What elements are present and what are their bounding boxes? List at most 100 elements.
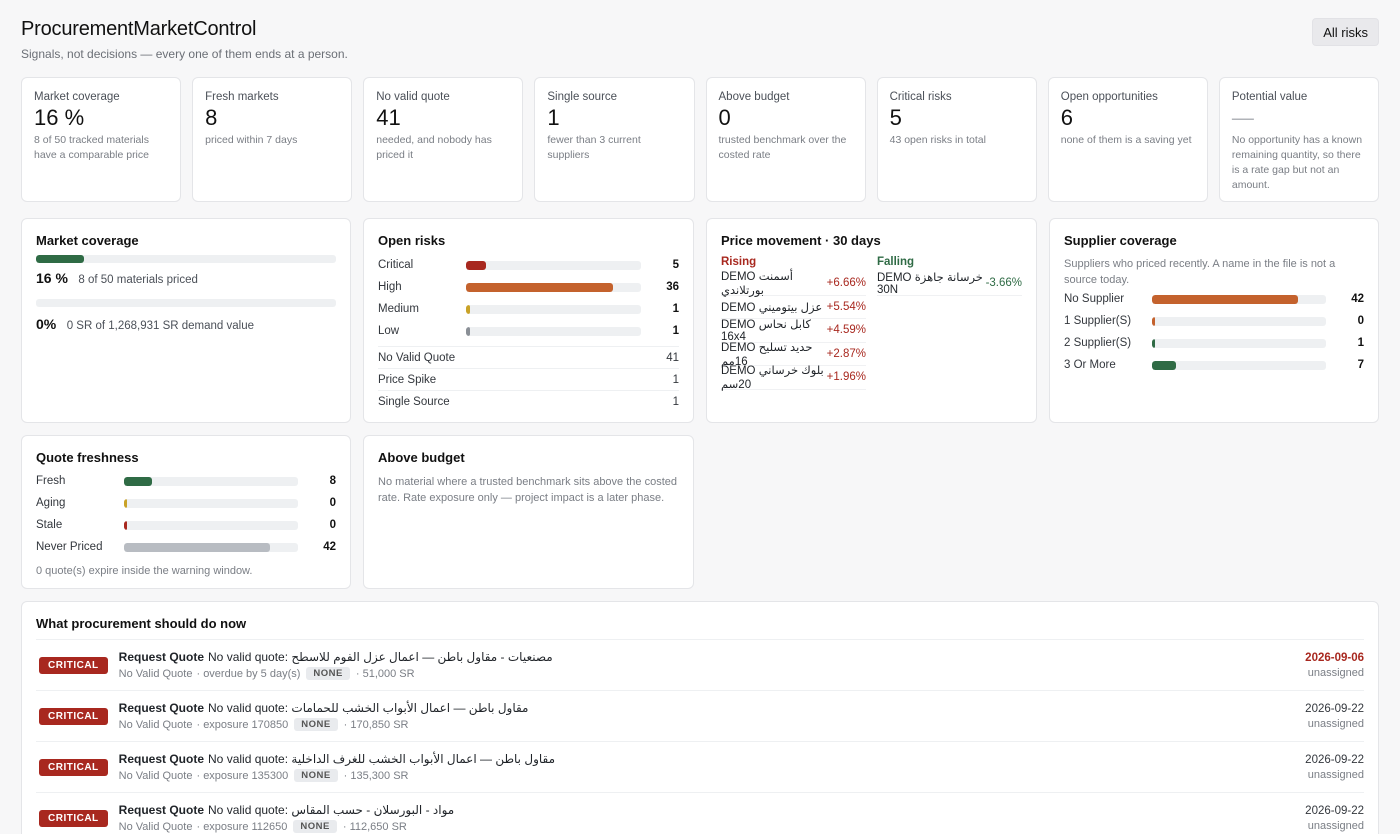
risk-type-row[interactable]: No Valid Quote 41 — [378, 346, 679, 368]
action-main: Request Quote No valid quote: مقاول باطن … — [119, 701, 1306, 731]
action-row[interactable]: CRITICAL Request Quote No valid quote: مقا… — [36, 741, 1364, 792]
action-meta: No Valid Quote · overdue by 5 day(s) NONE ·… — [119, 667, 1306, 680]
price-movement-row[interactable]: DEMO بلوك خرساني 20سم +1.96% — [721, 365, 866, 391]
price-change-pct: +5.54% — [826, 300, 866, 313]
action-name[interactable]: Request Quote — [118, 650, 205, 664]
bar-row: Never Priced 42 — [36, 536, 336, 558]
bar-value: 1 — [672, 325, 679, 337]
price-change-pct: +1.96% — [826, 371, 866, 384]
bar-fill — [466, 282, 613, 292]
falling-list: DEMO خرسانة جاهزة 30N -3.66% — [877, 272, 1022, 296]
kpi-card-no-valid-quote: No valid quote 41 needed, and nobody has… — [363, 77, 524, 202]
rising-column: Rising DEMO أسمنت بورتلاندي +6.66% DEMO عز… — [721, 256, 866, 391]
kpi-card-single-source: Single source 1 fewer than 3 current sup… — [534, 77, 695, 202]
rising-list: DEMO أسمنت بورتلاندي +6.66% DEMO عزل بيتوم… — [721, 271, 866, 391]
risk-type-row[interactable]: Price Spike 1 — [378, 368, 679, 390]
bar-fill — [124, 476, 152, 486]
action-row[interactable]: CRITICAL Request Quote No valid quote: مصن… — [36, 639, 1364, 690]
action-line: Request Quote No valid quote: مواد - البو… — [119, 803, 1306, 817]
risk-type: No Valid Quote — [118, 718, 193, 731]
risk-type-label: Single Source — [378, 395, 450, 408]
severity-badge: CRITICAL — [39, 809, 108, 827]
risk-severity-list: Critical 5 High 36 Medium 1 Low 1 — [378, 254, 679, 342]
bar-label: No Supplier — [1064, 293, 1125, 305]
risk-type-count: 41 — [666, 351, 679, 364]
action-meta: No Valid Quote · exposure 112650 NONE · 112… — [119, 820, 1306, 833]
risk-detail: · overdue by 5 day(s) — [196, 667, 301, 680]
exposure-amount: · 51,000 SR — [355, 667, 415, 680]
bar-value: 42 — [323, 541, 336, 553]
bar-value: 36 — [666, 281, 679, 293]
bar-track — [466, 260, 641, 270]
bar-label: Medium — [378, 303, 419, 315]
kpi-row: Market coverage 16 % 8 of 50 tracked mat… — [21, 77, 1379, 202]
supplier-chip: NONE — [306, 667, 350, 680]
kpi-card-market-coverage: Market coverage 16 % 8 of 50 tracked mat… — [21, 77, 182, 202]
bar-track — [1152, 360, 1326, 370]
price-movement-row[interactable]: DEMO كابل نحاس 16x4 +4.59% — [721, 319, 866, 343]
market-coverage-card: Market coverage 16 % 16 % 8 of 50 materi… — [21, 218, 351, 423]
demand-coverage-bar — [36, 299, 336, 307]
materials-coverage-sub: 8 of 50 materials priced — [78, 274, 198, 286]
action-name[interactable]: Request Quote — [118, 701, 205, 715]
assignee[interactable]: unassigned — [1307, 666, 1364, 679]
price-movement-row[interactable]: DEMO أسمنت بورتلاندي +6.66% — [721, 271, 866, 297]
assignee[interactable]: unassigned — [1307, 819, 1364, 832]
kpi-label: No valid quote — [376, 91, 450, 103]
action-description: No valid quote: مقاول باطن — اعمال الأبو… — [208, 701, 529, 715]
bar-fill — [124, 498, 128, 508]
action-description: No valid quote: مقاول باطن — اعمال الأبو… — [208, 752, 556, 766]
price-movement-row[interactable]: DEMO حديد تسليح 16مم +2.87% — [721, 341, 866, 368]
kpi-value: 41 — [376, 105, 401, 130]
action-row[interactable]: CRITICAL Request Quote No valid quote: مقا… — [36, 690, 1364, 741]
action-name[interactable]: Request Quote — [118, 752, 205, 766]
bar-label: 3 Or More — [1064, 359, 1116, 371]
material-name: DEMO عزل بيتوميني — [721, 301, 823, 314]
demand-coverage-pct: 0% — [36, 316, 57, 332]
action-right: 2026-09-06 unassigned — [1305, 652, 1364, 679]
action-name[interactable]: Request Quote — [118, 803, 205, 817]
materials-coverage-fill — [36, 255, 84, 263]
price-movement-row[interactable]: DEMO خرسانة جاهزة 30N -3.66% — [877, 272, 1022, 296]
kpi-card-critical-risks: Critical risks 5 43 open risks in total — [876, 77, 1037, 202]
bar-value: 1 — [1357, 337, 1364, 349]
card-title: Supplier coverage — [1064, 233, 1177, 248]
bar-row: 1 Supplier(S) 0 — [1064, 310, 1364, 332]
all-risks-button[interactable]: All risks — [1312, 18, 1379, 46]
kpi-card-above-budget: Above budget 0 trusted benchmark over th… — [705, 77, 866, 202]
supplier-coverage-note: Suppliers who priced recently. A name in… — [1064, 258, 1336, 286]
demand-coverage-sub: 0 SR of 1,268,931 SR demand value — [66, 320, 255, 332]
bar-row: Stale 0 — [36, 514, 336, 536]
kpi-value: 5 — [889, 105, 902, 130]
action-line: Request Quote No valid quote: مقاول باطن … — [119, 752, 1306, 766]
bar-track — [466, 304, 641, 314]
kpi-value: — — [1231, 105, 1254, 130]
kpi-value: 0 — [718, 105, 731, 130]
exposure-amount: · 112,650 SR — [342, 820, 407, 833]
assignee[interactable]: unassigned — [1307, 717, 1364, 730]
bar-label: Aging — [36, 497, 66, 509]
kpi-sub: needed, and nobody has priced it — [376, 134, 492, 161]
kpi-label: Single source — [547, 91, 618, 103]
bar-track — [466, 326, 641, 336]
assignee[interactable]: unassigned — [1307, 768, 1364, 781]
action-description: No valid quote: مصنعيات - مقاول باطن — ا… — [208, 650, 553, 664]
price-movement-row[interactable]: DEMO عزل بيتوميني +5.54% — [721, 296, 866, 319]
risk-type-count: 1 — [672, 373, 679, 386]
supplier-coverage-list: No Supplier 42 1 Supplier(S) 0 2 Supplier(S)… — [1064, 288, 1364, 376]
demand-coverage-line: 0% 0 SR of 1,268,931 SR demand value — [36, 316, 336, 334]
action-line: Request Quote No valid quote: مقاول باطن … — [119, 701, 1306, 715]
bar-fill — [466, 304, 471, 314]
falling-column: Falling DEMO خرسانة جاهزة 30N -3.66% — [877, 256, 1022, 390]
risk-type-list: No Valid Quote 41 Price Spike 1 Single Sourc… — [378, 346, 679, 412]
risk-type-row[interactable]: Single Source 1 — [378, 390, 679, 412]
bar-track — [1152, 316, 1326, 326]
bar-value: 0 — [329, 497, 336, 509]
action-row[interactable]: CRITICAL Request Quote No valid quote: موا… — [36, 792, 1364, 834]
kpi-label: Potential value — [1231, 91, 1308, 103]
bar-track — [124, 476, 298, 486]
material-name: DEMO حديد تسليح 16مم — [721, 341, 813, 368]
due-date: 2026-09-22 — [1305, 702, 1364, 715]
bar-fill — [1152, 338, 1156, 348]
due-date: 2026-09-06 — [1305, 651, 1364, 664]
